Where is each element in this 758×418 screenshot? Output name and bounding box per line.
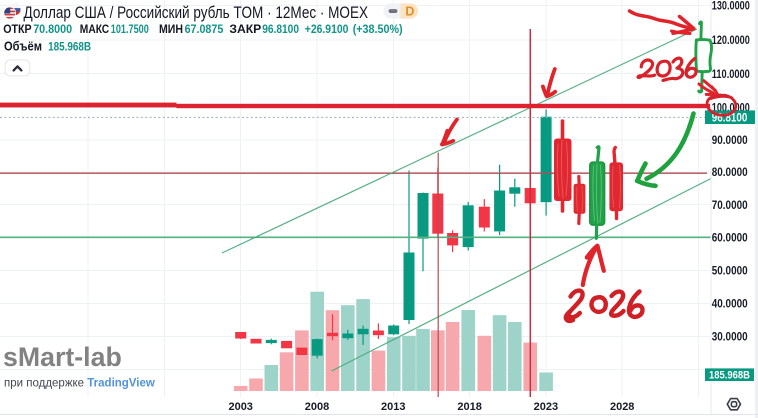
svg-text:Объём: Объём	[4, 38, 42, 53]
svg-text:90.0000: 90.0000	[712, 135, 748, 147]
svg-text:130.0000: 130.0000	[712, 1, 750, 13]
svg-text:2013: 2013	[381, 401, 405, 413]
svg-text:+26.9100: +26.9100	[305, 22, 349, 36]
svg-text:67.0875: 67.0875	[185, 22, 224, 36]
svg-text:70.0000: 70.0000	[712, 200, 748, 212]
svg-text:ОТКР: ОТКР	[3, 22, 32, 36]
svg-text:2018: 2018	[457, 401, 481, 413]
svg-text:2008: 2008	[305, 401, 329, 413]
svg-text:120.0000: 120.0000	[712, 35, 750, 47]
svg-text:110.0000: 110.0000	[712, 69, 750, 81]
svg-text:2003: 2003	[228, 401, 252, 413]
svg-text:30.0000: 30.0000	[712, 332, 748, 344]
svg-text:(+38.50%): (+38.50%)	[353, 22, 403, 36]
svg-text:2023: 2023	[534, 401, 558, 413]
svg-text:Доллар США / Российский рубль: Доллар США / Российский рубль TOM · 12Ме…	[24, 3, 369, 22]
svg-text:96.8100: 96.8100	[262, 22, 299, 36]
svg-text:60.0000: 60.0000	[712, 232, 748, 244]
svg-text:МАКС: МАКС	[80, 22, 110, 36]
svg-text:70.8000: 70.8000	[33, 22, 72, 36]
svg-text:при поддержке TradingView: при поддержке TradingView	[4, 378, 155, 390]
svg-text:50.0000: 50.0000	[712, 266, 748, 278]
svg-text:185.968B: 185.968B	[48, 39, 91, 53]
svg-text:sMart-lab: sMart-lab	[3, 342, 122, 372]
svg-text:D: D	[405, 5, 414, 19]
svg-text:40.0000: 40.0000	[712, 299, 748, 311]
svg-text:80.0000: 80.0000	[712, 167, 748, 179]
svg-text:185.968B: 185.968B	[709, 370, 750, 382]
svg-text:МИН: МИН	[159, 22, 183, 36]
svg-text:2028: 2028	[610, 401, 634, 413]
svg-text:ЗАКР: ЗАКР	[229, 22, 261, 36]
svg-text:101.7500: 101.7500	[111, 22, 149, 36]
